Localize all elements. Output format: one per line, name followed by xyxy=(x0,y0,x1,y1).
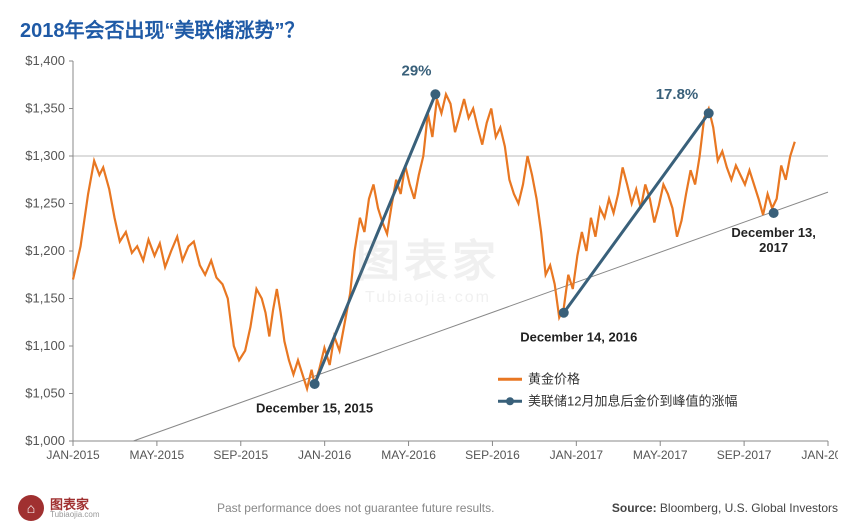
footer-disclaimer: Past performance does not guarantee futu… xyxy=(100,501,612,515)
svg-text:SEP-2015: SEP-2015 xyxy=(213,448,268,462)
logo-cn: 图表家 xyxy=(50,498,100,511)
chart-footer: ⌂ 图表家 Tubiaojia.com Past performance doe… xyxy=(0,495,856,521)
svg-text:SEP-2016: SEP-2016 xyxy=(465,448,520,462)
svg-text:$1,350: $1,350 xyxy=(25,101,65,116)
svg-text:$1,250: $1,250 xyxy=(25,196,65,211)
svg-text:黄金价格: 黄金价格 xyxy=(528,371,580,386)
logo-icon: ⌂ xyxy=(18,495,44,521)
svg-text:$1,050: $1,050 xyxy=(25,386,65,401)
svg-text:MAY-2015: MAY-2015 xyxy=(130,448,185,462)
svg-text:SEP-2017: SEP-2017 xyxy=(717,448,772,462)
chart-title: 2018年会否出现“美联储涨势”？ xyxy=(20,14,838,43)
source-value: Bloomberg, U.S. Global Investors xyxy=(657,501,838,515)
svg-text:2017: 2017 xyxy=(759,240,788,255)
svg-text:MAY-2016: MAY-2016 xyxy=(381,448,436,462)
svg-text:JAN-2017: JAN-2017 xyxy=(550,448,604,462)
svg-text:December 14, 2016: December 14, 2016 xyxy=(520,329,637,344)
svg-text:$1,100: $1,100 xyxy=(25,338,65,353)
svg-text:JAN-2016: JAN-2016 xyxy=(298,448,352,462)
chart-container: 2018年会否出现“美联储涨势”？ 图表家 Tubiaojia·com $1,0… xyxy=(0,0,856,527)
footer-source: Source: Bloomberg, U.S. Global Investors xyxy=(612,501,838,515)
svg-text:December 15, 2015: December 15, 2015 xyxy=(256,401,373,416)
chart-plot-area: 图表家 Tubiaojia·com $1,000$1,050$1,100$1,1… xyxy=(18,51,838,481)
svg-text:JAN-2015: JAN-2015 xyxy=(46,448,100,462)
logo-text: 图表家 Tubiaojia.com xyxy=(50,498,100,519)
svg-text:29%: 29% xyxy=(402,62,432,79)
svg-text:JAN-2018: JAN-2018 xyxy=(801,448,838,462)
svg-text:17.8%: 17.8% xyxy=(656,86,699,103)
svg-text:$1,300: $1,300 xyxy=(25,148,65,163)
svg-text:$1,150: $1,150 xyxy=(25,291,65,306)
source-label: Source: xyxy=(612,501,657,515)
svg-text:$1,000: $1,000 xyxy=(25,433,65,448)
chart-svg: $1,000 $1,050 $1,100 $1,150 $1,200 $1,250 $1,3… xyxy=(18,51,838,481)
svg-text:$1,400: $1,400 xyxy=(25,53,65,68)
logo: ⌂ 图表家 Tubiaojia.com xyxy=(18,495,100,521)
svg-text:MAY-2017: MAY-2017 xyxy=(633,448,688,462)
svg-text:$1,200: $1,200 xyxy=(25,243,65,258)
svg-text:美联储12月加息后金价到峰值的涨幅: 美联储12月加息后金价到峰值的涨幅 xyxy=(528,393,737,408)
logo-en: Tubiaojia.com xyxy=(50,511,100,519)
svg-text:December 13,: December 13, xyxy=(731,225,816,240)
